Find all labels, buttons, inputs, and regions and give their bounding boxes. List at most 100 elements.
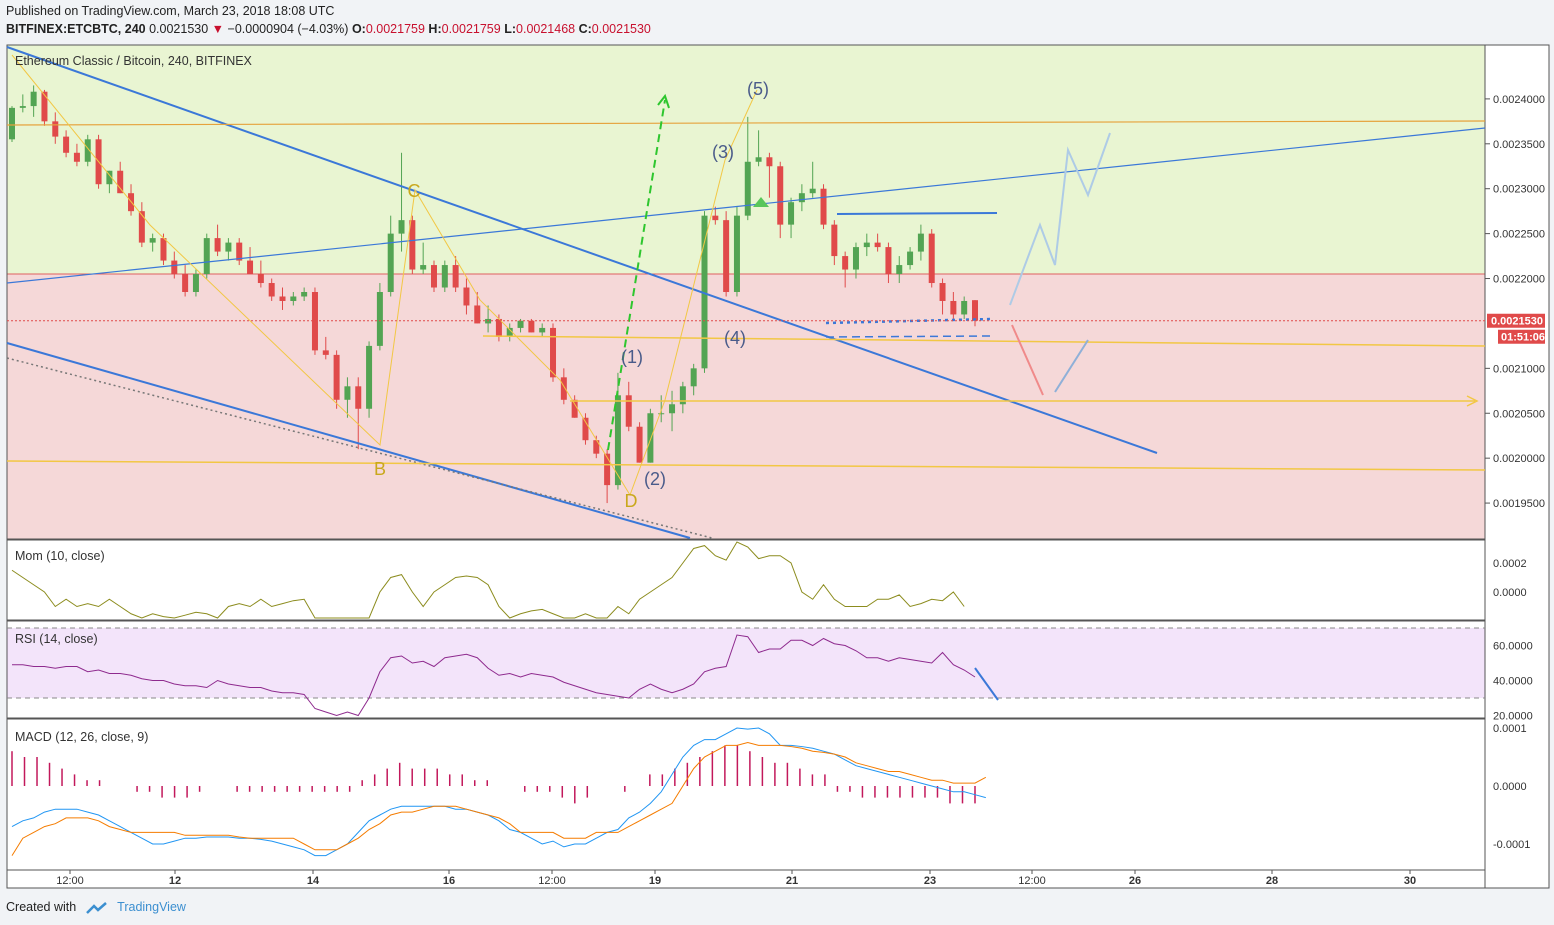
chart-title: Ethereum Classic / Bitcoin, 240, BITFINE… xyxy=(15,54,253,68)
bullish-zone xyxy=(7,45,1485,275)
candle-body xyxy=(625,395,632,427)
candle-body xyxy=(907,251,914,266)
candle-body xyxy=(809,188,816,194)
candle-body xyxy=(788,202,795,225)
wave-label-d: D xyxy=(625,491,638,511)
bearish-scenario-rebound xyxy=(1054,339,1089,393)
time-tick-label: 16 xyxy=(443,875,455,887)
candle-body xyxy=(376,292,383,346)
candle-body xyxy=(474,305,481,324)
candle-body xyxy=(52,121,59,137)
symbol-label[interactable]: BITFINEX:ETCBTC, 240 xyxy=(6,22,146,36)
candle-body xyxy=(311,292,318,351)
candle-body xyxy=(604,453,611,486)
price-tick-label: 0.0019500 xyxy=(1493,498,1545,510)
tradingview-logo-icon xyxy=(85,901,107,914)
candle-body xyxy=(225,242,232,252)
candle-body xyxy=(182,274,189,292)
wave-label-2: (2) xyxy=(644,469,666,489)
macd-tick-label: -0.0001 xyxy=(1493,839,1530,851)
candle-body xyxy=(874,242,881,248)
abcd-path xyxy=(11,54,758,497)
mid-support-line xyxy=(482,335,1486,347)
rsi-band-fill xyxy=(7,628,1485,698)
candle-body xyxy=(236,242,243,261)
candle-body xyxy=(41,91,48,122)
candle-body xyxy=(863,242,870,248)
open-value: 0.0021759 xyxy=(365,22,425,36)
candle-body xyxy=(495,318,502,337)
rsi-tick-label: 40.0000 xyxy=(1493,676,1533,688)
candle-body xyxy=(138,211,145,243)
candle-body xyxy=(214,238,221,252)
candle-body xyxy=(73,152,80,162)
price-tick-label: 0.0021000 xyxy=(1493,363,1545,375)
time-tick-label: 23 xyxy=(924,875,936,887)
rsi-line xyxy=(12,634,976,717)
candle-body xyxy=(333,354,340,400)
candle-body xyxy=(917,233,924,252)
tradingview-link[interactable]: TradingView xyxy=(117,900,186,914)
resistance-line xyxy=(6,120,1486,126)
bullish-scenario-path xyxy=(1009,132,1111,306)
candle-body xyxy=(366,345,373,409)
wave-label-b: B xyxy=(374,459,386,479)
candle-body xyxy=(257,274,264,284)
candle-body xyxy=(247,260,254,275)
candle-body xyxy=(171,260,178,275)
candle-body xyxy=(149,238,156,243)
time-tick-label: 12 xyxy=(169,875,181,887)
candle-body xyxy=(928,233,935,284)
candle-body xyxy=(517,320,524,328)
candle-body xyxy=(679,386,686,405)
candle-body xyxy=(744,161,751,216)
candle-body xyxy=(550,327,557,378)
candle-body xyxy=(733,215,740,292)
candle-body xyxy=(528,320,535,333)
candle-body xyxy=(766,157,773,167)
mom-pane-bg xyxy=(7,540,1485,620)
candle-body xyxy=(560,377,567,400)
symbol-line: BITFINEX:ETCBTC, 240 0.0021530 ▼ −0.0000… xyxy=(6,22,651,36)
candle-body xyxy=(669,404,676,414)
time-tick-label: 30 xyxy=(1404,875,1416,887)
high-value: 0.0021759 xyxy=(441,22,501,36)
price-tick-label: 0.0023000 xyxy=(1493,184,1545,196)
mom-line xyxy=(11,541,965,619)
macd-tick-label: 0.0000 xyxy=(1493,781,1527,793)
time-tick-label: 12:00 xyxy=(56,875,84,887)
candle-body xyxy=(290,296,297,301)
time-tick-label: 28 xyxy=(1266,875,1278,887)
candle-body xyxy=(831,224,838,257)
price-tick-label: 0.0023500 xyxy=(1493,139,1545,151)
macd-pane-bg xyxy=(7,719,1485,870)
candle-body xyxy=(658,413,665,415)
wave-label-5: (5) xyxy=(747,79,769,99)
candle-body xyxy=(755,157,762,162)
candle-body xyxy=(972,300,978,321)
candle-body xyxy=(279,296,286,301)
last-price: 0.0021530 xyxy=(149,22,209,36)
candle-body xyxy=(582,417,589,441)
candle-body xyxy=(160,238,167,261)
candle-body xyxy=(852,247,859,270)
candle-body xyxy=(106,170,113,185)
wave-label-3: (3) xyxy=(712,142,734,162)
candle-body xyxy=(420,265,427,270)
candle-body xyxy=(614,395,621,486)
low-value: 0.0021468 xyxy=(516,22,576,36)
candle-body xyxy=(647,413,654,463)
candle-body xyxy=(409,220,416,270)
candle-body xyxy=(506,327,513,337)
published-line: Published on TradingView.com, March 23, … xyxy=(6,4,335,18)
candle-body xyxy=(950,300,957,315)
candle-body xyxy=(636,426,643,463)
candle-body xyxy=(9,107,15,140)
candle-body xyxy=(593,440,600,454)
time-tick-label: 12:00 xyxy=(1018,875,1046,887)
candle-body xyxy=(690,368,697,387)
rsi-trend-line xyxy=(974,667,999,701)
price-axis-bg xyxy=(1484,44,1550,889)
candle-body xyxy=(344,386,351,400)
